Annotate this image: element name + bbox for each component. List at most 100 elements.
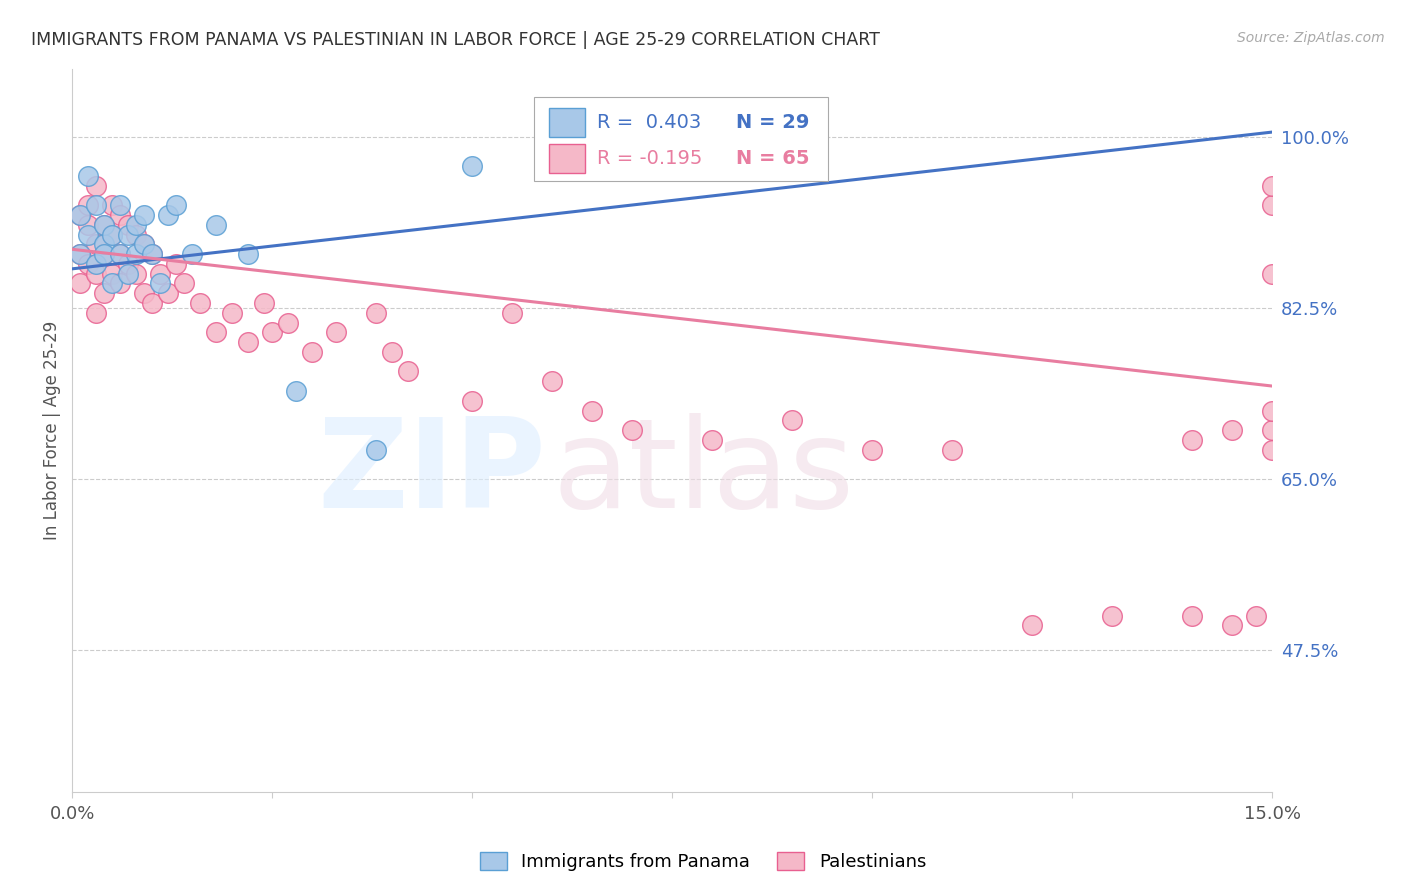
Point (117, 267, 139, 281)
Point (188, 296, 211, 310)
Point (69, 277, 91, 291)
Text: atlas: atlas (553, 413, 855, 534)
Point (396, 364, 419, 378)
Point (125, 218, 148, 232)
Point (381, 344, 404, 359)
Point (117, 218, 139, 232)
Point (110, 208, 132, 222)
Point (277, 316, 299, 330)
Point (141, 247, 163, 261)
Point (84, 267, 107, 281)
Point (461, 393, 484, 408)
Point (1261, 442, 1284, 457)
Point (84, 257, 107, 271)
Point (941, 442, 963, 457)
Point (157, 286, 180, 301)
Point (702, 433, 724, 447)
Point (1101, 608, 1123, 623)
Point (262, 326, 284, 340)
Point (149, 277, 172, 291)
Point (84, 198, 107, 212)
Point (181, 247, 204, 261)
Point (221, 306, 243, 320)
Point (93, 247, 115, 261)
Text: Source: ZipAtlas.com: Source: ZipAtlas.com (1237, 31, 1385, 45)
Point (134, 237, 156, 252)
Point (117, 257, 139, 271)
Point (93, 218, 115, 232)
FancyBboxPatch shape (548, 145, 585, 173)
Point (110, 198, 132, 212)
Point (1261, 178, 1284, 193)
Point (205, 326, 228, 340)
Point (125, 267, 148, 281)
Point (165, 198, 187, 212)
Point (1261, 267, 1284, 281)
Point (238, 335, 260, 350)
Point (325, 326, 347, 340)
Point (1181, 433, 1204, 447)
Point (69, 247, 91, 261)
Point (1181, 608, 1204, 623)
Point (69, 208, 91, 222)
Point (117, 227, 139, 242)
Point (1021, 618, 1043, 632)
Text: ZIP: ZIP (318, 413, 547, 534)
Point (782, 413, 804, 427)
Point (101, 198, 124, 212)
Point (149, 267, 172, 281)
Point (173, 277, 195, 291)
Point (238, 247, 260, 261)
Point (301, 344, 323, 359)
Point (141, 296, 163, 310)
Point (165, 257, 187, 271)
Text: R = -0.195: R = -0.195 (596, 149, 702, 169)
Text: N = 29: N = 29 (735, 113, 810, 132)
Point (84, 178, 107, 193)
Point (461, 159, 484, 173)
Text: R =  0.403: R = 0.403 (596, 113, 702, 132)
Y-axis label: In Labor Force | Age 25-29: In Labor Force | Age 25-29 (44, 320, 60, 540)
Point (1246, 608, 1268, 623)
Point (69, 208, 91, 222)
Point (621, 423, 644, 437)
Point (1261, 423, 1284, 437)
Text: N = 65: N = 65 (735, 149, 810, 169)
Point (93, 247, 115, 261)
Point (110, 277, 132, 291)
Point (541, 374, 564, 388)
Point (205, 218, 228, 232)
Point (69, 247, 91, 261)
Point (77, 218, 100, 232)
FancyBboxPatch shape (548, 108, 585, 137)
Point (125, 247, 148, 261)
Point (101, 277, 124, 291)
Point (101, 227, 124, 242)
Point (77, 227, 100, 242)
Point (157, 208, 180, 222)
Point (366, 306, 388, 320)
Point (1222, 618, 1244, 632)
Text: IMMIGRANTS FROM PANAMA VS PALESTINIAN IN LABOR FORCE | AGE 25-29 CORRELATION CHA: IMMIGRANTS FROM PANAMA VS PALESTINIAN IN… (31, 31, 880, 49)
Point (101, 267, 124, 281)
Point (101, 227, 124, 242)
Point (285, 384, 308, 398)
Point (1261, 198, 1284, 212)
Point (366, 442, 388, 457)
Point (77, 198, 100, 212)
Point (77, 257, 100, 271)
Point (134, 237, 156, 252)
Point (77, 169, 100, 183)
Point (134, 208, 156, 222)
Point (84, 237, 107, 252)
Point (110, 247, 132, 261)
Point (93, 286, 115, 301)
Point (134, 286, 156, 301)
Point (1222, 423, 1244, 437)
Point (253, 296, 276, 310)
Point (501, 306, 523, 320)
Point (1261, 403, 1284, 417)
Point (84, 306, 107, 320)
Point (141, 247, 163, 261)
Point (125, 227, 148, 242)
